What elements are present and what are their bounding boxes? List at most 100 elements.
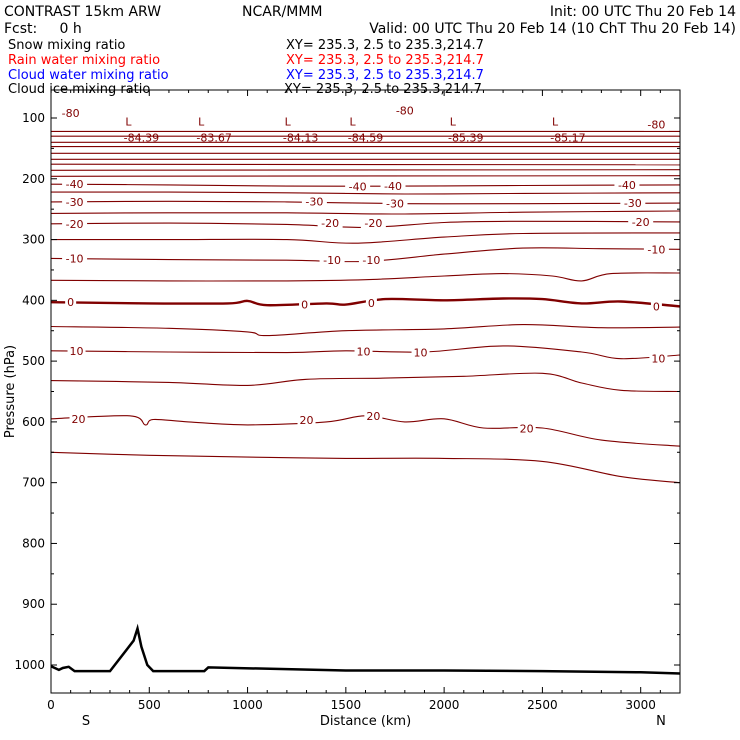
y-tick-label: 200 [22, 172, 45, 186]
contour-label: -10 [323, 254, 341, 267]
min-value: -84.13 [283, 131, 318, 144]
contour-line-15-20 [50, 372, 681, 393]
y-tick-label: 800 [22, 536, 45, 550]
contour-label-bg [649, 352, 668, 365]
contour-line--35-10 [50, 191, 681, 195]
forecast-hour: Fcst: 0 h [4, 21, 82, 37]
contour-label-bg [299, 298, 311, 311]
contour-label-bg [62, 195, 88, 208]
init-time: Init: 00 UTC Thu 20 Feb 14 [550, 4, 736, 20]
y-tick-label: 900 [22, 597, 45, 611]
contour-label: 20 [300, 414, 314, 427]
south-end-label: S [82, 714, 90, 729]
contour-label-bg [58, 107, 84, 120]
terrain-line [50, 623, 681, 675]
contour-label: -80 [396, 105, 414, 118]
y-tick-label: 500 [22, 354, 45, 368]
contour-label-bg [69, 412, 88, 425]
contour-label: -30 [305, 195, 323, 208]
contour-line-upper-8 [50, 175, 681, 177]
contour-label: 0 [653, 300, 660, 313]
terrain-profile [50, 623, 681, 675]
contour-label-bg [319, 254, 345, 267]
contour-label: -10 [362, 254, 380, 267]
contour-label-bg [358, 254, 384, 267]
x-tick-label: 1500 [331, 698, 362, 712]
contour-label-bg [67, 344, 86, 357]
contour-label: -80 [647, 119, 665, 132]
min-value: -85.39 [448, 131, 483, 144]
contour-label: -30 [66, 196, 84, 209]
contour-label: -40 [349, 181, 367, 194]
contour-label: 20 [366, 410, 380, 423]
contour-label: -40 [66, 178, 84, 191]
min-value: -83.67 [196, 131, 231, 144]
contour-label-bg [62, 178, 88, 191]
x-tick-label: 1000 [232, 698, 263, 712]
contour-line--5-16 [50, 272, 681, 282]
min-marker-L: L [350, 115, 357, 128]
min-marker-L: L [450, 115, 457, 128]
contour-label: 10 [414, 347, 428, 360]
legend-label-snow: Snow mixing ratio [8, 38, 125, 53]
minimum-markers: L -84.39 L -83.67 L -84.13 L -84.59 L -85.39 L -85.… [124, 115, 586, 144]
contour-label-bg [297, 414, 316, 427]
legend-label-cloud-water: Cloud water mixing ratio [8, 68, 169, 83]
contour-label: -10 [647, 243, 665, 256]
contour-label-bg [354, 345, 373, 358]
contour-label-bg [517, 422, 536, 435]
north-end-label: N [656, 714, 666, 729]
org-label: NCAR/MMM [242, 4, 323, 20]
min-marker-L: L [285, 115, 292, 128]
contour-label-bg [62, 252, 88, 265]
contour-label-bg [65, 296, 77, 309]
y-tick-label: 300 [22, 233, 45, 247]
min-marker-L: L [198, 115, 205, 128]
contour-label: -30 [624, 197, 642, 210]
contour-label-bg [643, 243, 669, 256]
contour-label-bg [301, 195, 327, 208]
contour-label-bg [62, 217, 88, 230]
contour-line-10-19 [50, 345, 681, 360]
contour-label: 10 [70, 345, 84, 358]
contour-line--30-11 [50, 200, 681, 205]
contour-label: 10 [651, 353, 665, 366]
x-tick-label: 3000 [625, 698, 656, 712]
contour-label: -30 [386, 198, 404, 211]
contour-label-bg [380, 180, 406, 193]
y-tick-label: 600 [22, 415, 45, 429]
y-axis-label: Pressure (hPa) [3, 345, 18, 438]
contour-label: -20 [66, 218, 84, 231]
x-tick-label: 2000 [429, 698, 460, 712]
legend-xy-snow: XY= 235.3, 2.5 to 235.3,214.7 [286, 38, 484, 53]
contour-line-0-17 [50, 297, 681, 308]
contour-label: -10 [66, 252, 84, 265]
contour-labels: -80 -80 -80 -40 -40 -40 -40 -30 -30 -30 -30 -20 -20 -… [58, 104, 669, 436]
legend-label-rain: Rain water mixing ratio [8, 53, 160, 68]
contour-label: 10 [357, 345, 371, 358]
contour-line--15-14 [51, 232, 681, 244]
min-value: -85.17 [550, 131, 585, 144]
contour-label-bg [650, 300, 662, 313]
contour-line--10-15 [50, 247, 681, 263]
contour-lines [50, 130, 681, 484]
contour-line-upper-6 [50, 163, 681, 166]
contour-line--25-12 [50, 210, 681, 215]
contour-label-bg [317, 217, 343, 230]
contour-label-bg [345, 180, 371, 193]
contour-label: 0 [301, 299, 308, 312]
y-tick-label: 1000 [14, 658, 45, 672]
contour-label: -80 [62, 107, 80, 120]
min-marker-L: L [125, 115, 132, 128]
contour-label: -40 [384, 180, 402, 193]
contour-label: 0 [67, 296, 74, 309]
min-value: -84.39 [124, 131, 159, 144]
contour-label-bg [643, 118, 669, 131]
contour-label-bg [620, 197, 646, 210]
contour-label: 0 [368, 297, 375, 310]
x-axis-label: Distance (km) [320, 714, 411, 729]
legend-xy-cloud-water: XY= 235.3, 2.5 to 235.3,214.7 [286, 68, 484, 83]
contour-label: -20 [364, 217, 382, 230]
contour-label-bg [360, 217, 386, 230]
